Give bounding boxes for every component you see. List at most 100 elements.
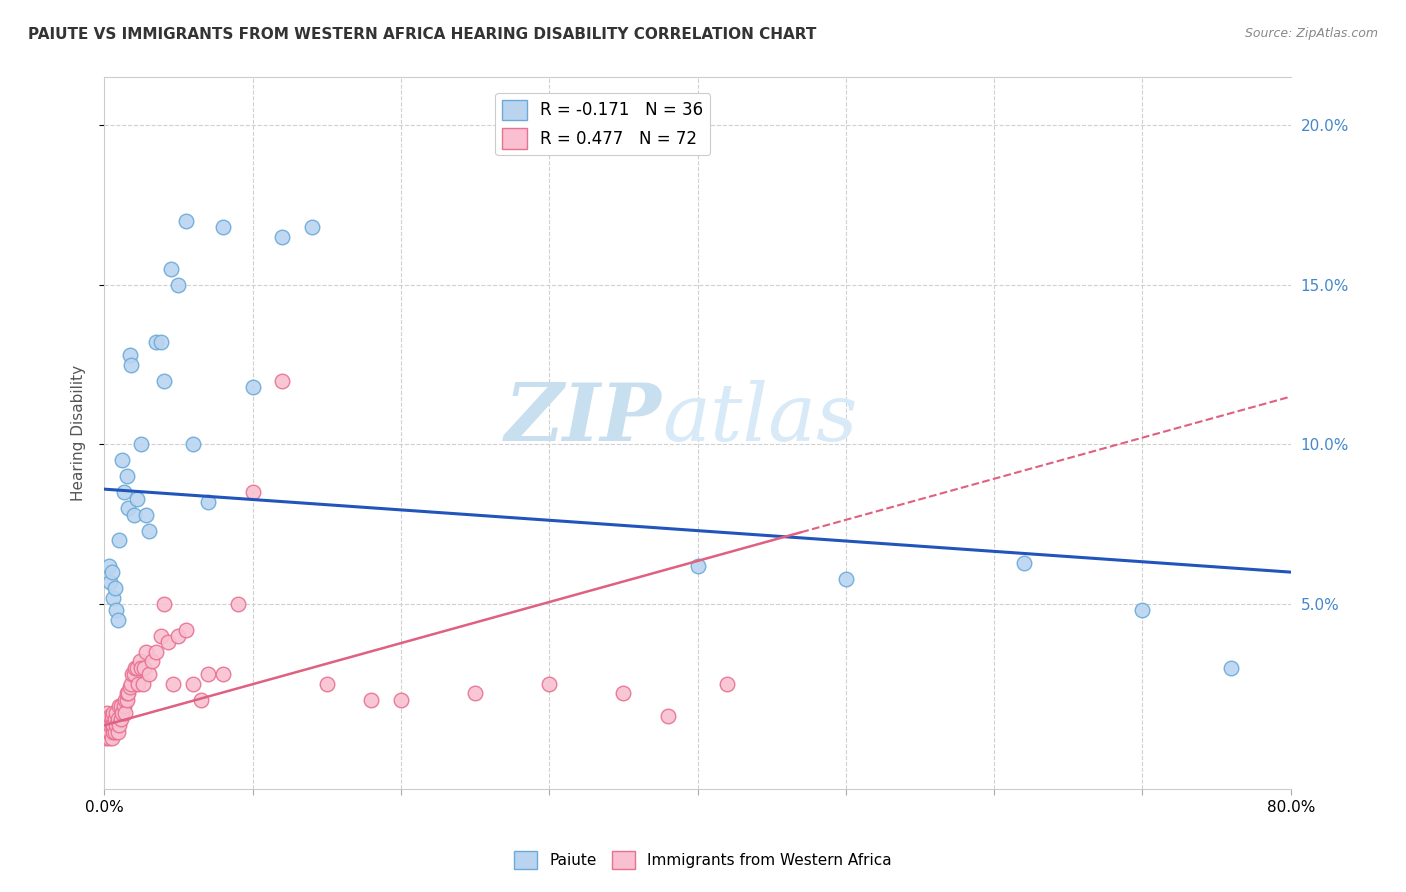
Point — [271, 230, 294, 244]
Point — [125, 491, 148, 506]
Point — [141, 655, 163, 669]
Point — [105, 706, 128, 720]
Point — [174, 214, 197, 228]
Point — [96, 718, 118, 732]
Point — [107, 613, 129, 627]
Point — [149, 629, 172, 643]
Point — [108, 718, 131, 732]
Point — [835, 572, 858, 586]
Point — [315, 677, 337, 691]
Point — [181, 677, 204, 691]
Point — [111, 453, 134, 467]
Point — [111, 706, 134, 720]
Point — [103, 706, 125, 720]
Point — [104, 581, 127, 595]
Point — [107, 712, 129, 726]
Point — [115, 686, 138, 700]
Point — [97, 558, 120, 573]
Point — [97, 731, 120, 745]
Y-axis label: Hearing Disability: Hearing Disability — [72, 365, 86, 501]
Point — [103, 718, 125, 732]
Point — [657, 708, 679, 723]
Point — [128, 655, 150, 669]
Point — [174, 623, 197, 637]
Text: atlas: atlas — [662, 380, 858, 458]
Point — [197, 495, 219, 509]
Point — [149, 335, 172, 350]
Point — [242, 380, 264, 394]
Point — [152, 597, 174, 611]
Point — [108, 699, 131, 714]
Point — [103, 591, 125, 605]
Point — [301, 220, 323, 235]
Point — [125, 661, 148, 675]
Point — [121, 667, 143, 681]
Point — [138, 667, 160, 681]
Point — [242, 485, 264, 500]
Point — [612, 686, 634, 700]
Point — [271, 374, 294, 388]
Point — [167, 277, 190, 292]
Point — [122, 667, 145, 681]
Point — [120, 358, 142, 372]
Point — [464, 686, 486, 700]
Point — [104, 712, 127, 726]
Point — [100, 731, 122, 745]
Point — [122, 508, 145, 522]
Point — [105, 603, 128, 617]
Point — [160, 261, 183, 276]
Point — [138, 524, 160, 538]
Legend: R = -0.171   N = 36, R = 0.477   N = 72: R = -0.171 N = 36, R = 0.477 N = 72 — [495, 93, 710, 155]
Text: Source: ZipAtlas.com: Source: ZipAtlas.com — [1244, 27, 1378, 40]
Point — [157, 635, 180, 649]
Point — [131, 661, 153, 675]
Point — [716, 677, 738, 691]
Point — [97, 724, 120, 739]
Point — [132, 677, 155, 691]
Point — [118, 680, 141, 694]
Point — [98, 708, 121, 723]
Point — [135, 645, 157, 659]
Point — [100, 718, 122, 732]
Point — [108, 533, 131, 548]
Point — [127, 677, 149, 691]
Point — [145, 645, 167, 659]
Point — [152, 374, 174, 388]
Point — [112, 485, 135, 500]
Point — [103, 724, 125, 739]
Point — [1132, 603, 1154, 617]
Point — [145, 335, 167, 350]
Point — [134, 661, 156, 675]
Point — [212, 667, 235, 681]
Point — [117, 501, 139, 516]
Point — [100, 565, 122, 579]
Point — [538, 677, 561, 691]
Point — [212, 220, 235, 235]
Point — [94, 718, 117, 732]
Point — [162, 677, 184, 691]
Point — [107, 724, 129, 739]
Point — [97, 718, 120, 732]
Point — [98, 574, 121, 589]
Point — [112, 699, 135, 714]
Point — [96, 712, 118, 726]
Point — [115, 469, 138, 483]
Point — [360, 693, 382, 707]
Point — [190, 693, 212, 707]
Point — [110, 712, 132, 726]
Point — [135, 508, 157, 522]
Point — [181, 437, 204, 451]
Point — [167, 629, 190, 643]
Point — [389, 693, 412, 707]
Point — [114, 706, 136, 720]
Point — [110, 699, 132, 714]
Point — [118, 348, 141, 362]
Legend: Paiute, Immigrants from Western Africa: Paiute, Immigrants from Western Africa — [508, 845, 898, 875]
Text: PAIUTE VS IMMIGRANTS FROM WESTERN AFRICA HEARING DISABILITY CORRELATION CHART: PAIUTE VS IMMIGRANTS FROM WESTERN AFRICA… — [28, 27, 817, 42]
Point — [117, 686, 139, 700]
Point — [120, 677, 142, 691]
Point — [96, 724, 118, 739]
Point — [197, 667, 219, 681]
Point — [98, 724, 121, 739]
Point — [686, 558, 709, 573]
